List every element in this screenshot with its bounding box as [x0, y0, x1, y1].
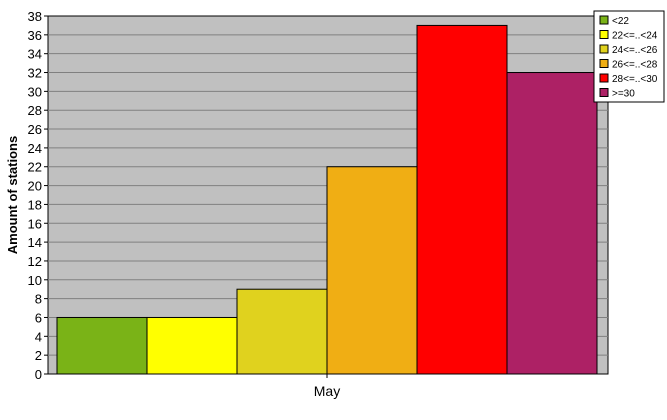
y-tick-label: 8	[35, 292, 42, 307]
y-tick-label: 36	[28, 28, 42, 43]
legend-label: 28<=..<30	[612, 74, 658, 85]
y-tick-label: 2	[35, 348, 42, 363]
legend-swatch	[599, 59, 609, 68]
bar	[326, 166, 418, 375]
y-tick-label: 6	[35, 310, 42, 325]
bar	[236, 288, 328, 375]
y-tick-label: 12	[28, 254, 42, 269]
y-tick-label: 28	[28, 103, 42, 118]
legend-box	[593, 10, 665, 103]
y-tick-label: 26	[28, 122, 42, 137]
legend-label: <22	[612, 16, 629, 27]
y-tick-label: 10	[28, 273, 42, 288]
legend-swatch	[599, 30, 609, 39]
y-tick-label: 4	[35, 329, 42, 344]
x-tick-label: May	[314, 383, 340, 399]
legend-label: 22<=..<24	[612, 31, 658, 42]
y-tick-label: 38	[28, 9, 42, 24]
legend-swatch	[599, 44, 609, 54]
bar	[416, 24, 508, 375]
legend-label: >=30	[612, 89, 635, 100]
legend: <22 22<=..<24 24<=..<26 26<=..<28 28<=..<30 >…	[593, 10, 665, 103]
y-tick-label: 34	[28, 47, 42, 62]
bar	[146, 316, 238, 375]
legend-swatch	[599, 73, 609, 83]
legend-swatch	[599, 15, 609, 25]
y-tick-label: 22	[28, 160, 42, 175]
y-tick-label: 14	[28, 235, 42, 250]
y-tick-label: 20	[28, 179, 42, 194]
y-axis-label: Amount of stations	[5, 136, 20, 254]
y-tick-label: 32	[28, 66, 42, 81]
legend-label: 24<=..<26	[612, 45, 658, 56]
bar	[506, 72, 598, 375]
y-tick-label: 16	[28, 216, 42, 231]
y-tick-label: 18	[28, 197, 42, 212]
legend-label: 26<=..<28	[612, 60, 658, 71]
y-tick-label: 24	[28, 141, 42, 156]
bar	[56, 316, 148, 375]
legend-swatch	[599, 88, 609, 97]
bars	[56, 24, 598, 375]
y-tick-label: 0	[35, 367, 42, 382]
x-axis-ticks: May	[314, 374, 340, 399]
y-tick-label: 30	[28, 84, 42, 99]
